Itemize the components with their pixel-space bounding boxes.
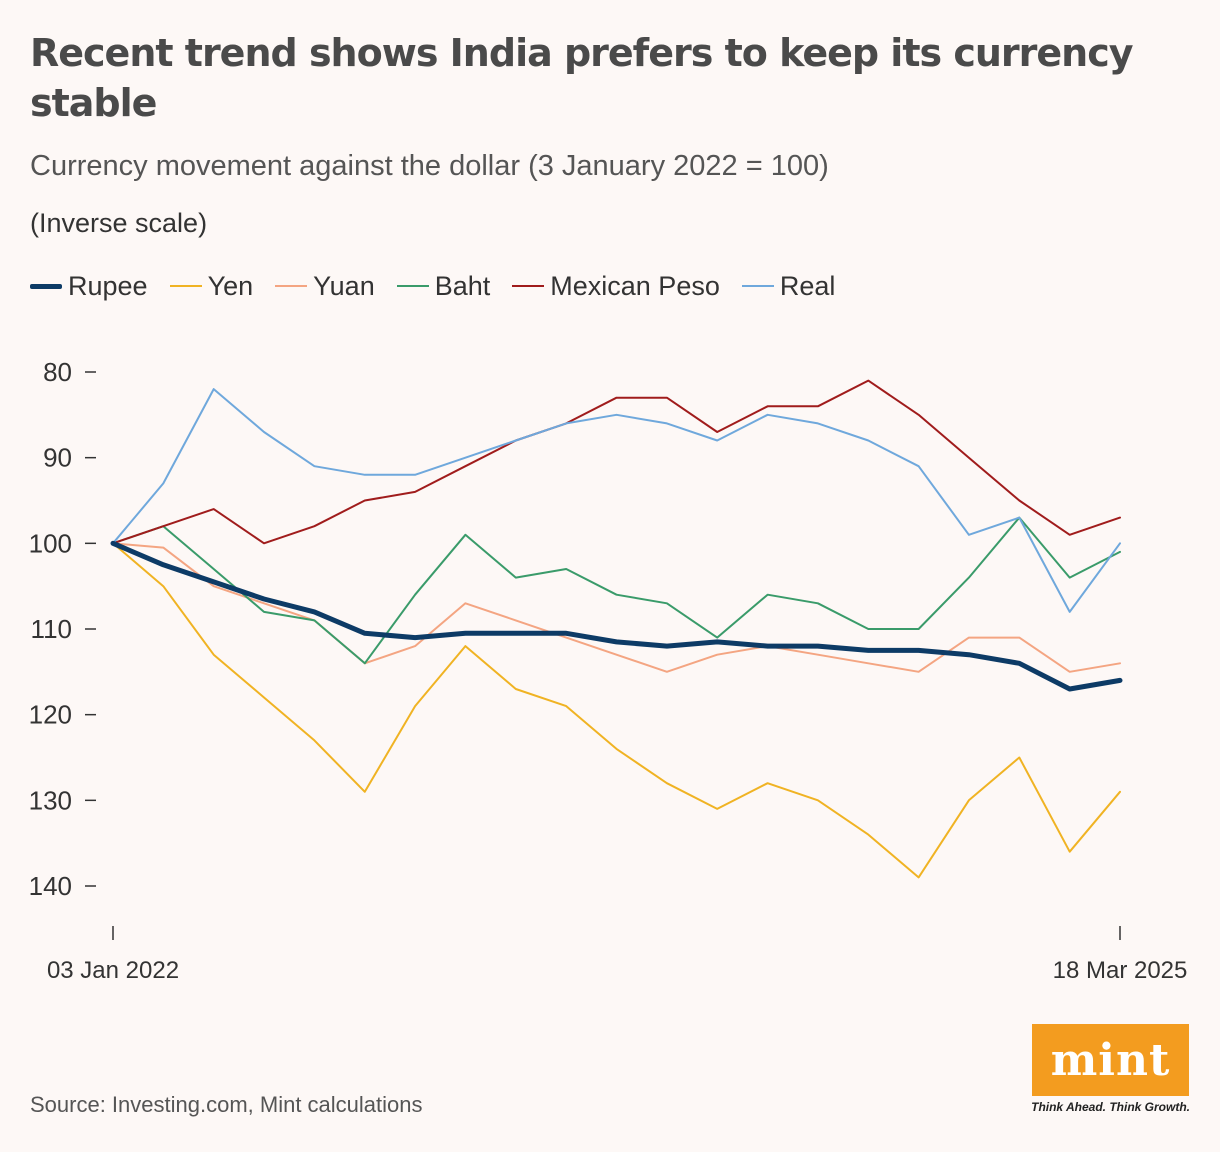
legend-label-yuan: Yuan <box>313 270 375 301</box>
legend-swatch-rupee <box>30 283 62 289</box>
chart-subtitle: Currency movement against the dollar (3 … <box>30 150 829 182</box>
source-note: Source: Investing.com, Mint calculations <box>30 1092 423 1117</box>
y-tick-label-110: 110 <box>31 614 72 644</box>
logo-tagline: Think Ahead. Think Growth. <box>1031 1100 1190 1114</box>
legend-item-yuan: Yuan <box>275 271 375 302</box>
y-tick-label-90: 90 <box>43 443 72 473</box>
x-tick-label-0: 03 Jan 2022 <box>47 957 179 984</box>
legend-item-rupee: Rupee <box>30 271 148 302</box>
x-tick-label-1: 18 Mar 2025 <box>1053 957 1188 984</box>
series-line-rupee <box>110 540 1123 692</box>
scale-note: (Inverse scale) <box>30 208 208 238</box>
legend-label-mexican-peso: Mexican Peso <box>550 270 720 301</box>
legend-swatch-baht <box>396 285 429 287</box>
mint-logo: mint <box>1032 1024 1189 1096</box>
legend-swatch-yen <box>169 285 202 287</box>
series-line-baht <box>112 516 1121 665</box>
legend-item-mexican-peso: Mexican Peso <box>512 271 720 302</box>
y-tick-label-140: 140 <box>29 871 72 901</box>
y-tick-label-130: 130 <box>29 785 72 815</box>
legend-swatch-real <box>741 285 774 287</box>
legend-swatch-yuan <box>275 285 308 287</box>
legend-item-real: Real <box>741 270 836 302</box>
legend-swatch-mexican-peso <box>512 285 545 287</box>
series-line-yuan <box>112 542 1121 673</box>
legend-label-real: Real <box>779 270 836 301</box>
legend-label-rupee: Rupee <box>68 270 148 301</box>
y-tick-label-80: 80 <box>43 357 72 387</box>
legend-item-baht: Baht <box>396 270 491 302</box>
series-line-real <box>112 388 1121 613</box>
chart-title: Recent trend shows India prefers to keep… <box>30 31 1134 125</box>
series-line-mexican-peso <box>112 379 1121 545</box>
y-tick-label-100: 100 <box>29 528 72 558</box>
legend-item-yen: Yen <box>169 270 254 302</box>
y-tick-label-120: 120 <box>29 700 72 730</box>
series-line-yen <box>112 542 1121 879</box>
legend-label-yen: Yen <box>207 270 254 301</box>
legend-label-baht: Baht <box>434 270 491 301</box>
logo-text: mint <box>1050 1034 1171 1086</box>
legend: Rupee Yen Yuan Baht Mexican Peso Real <box>30 266 857 306</box>
